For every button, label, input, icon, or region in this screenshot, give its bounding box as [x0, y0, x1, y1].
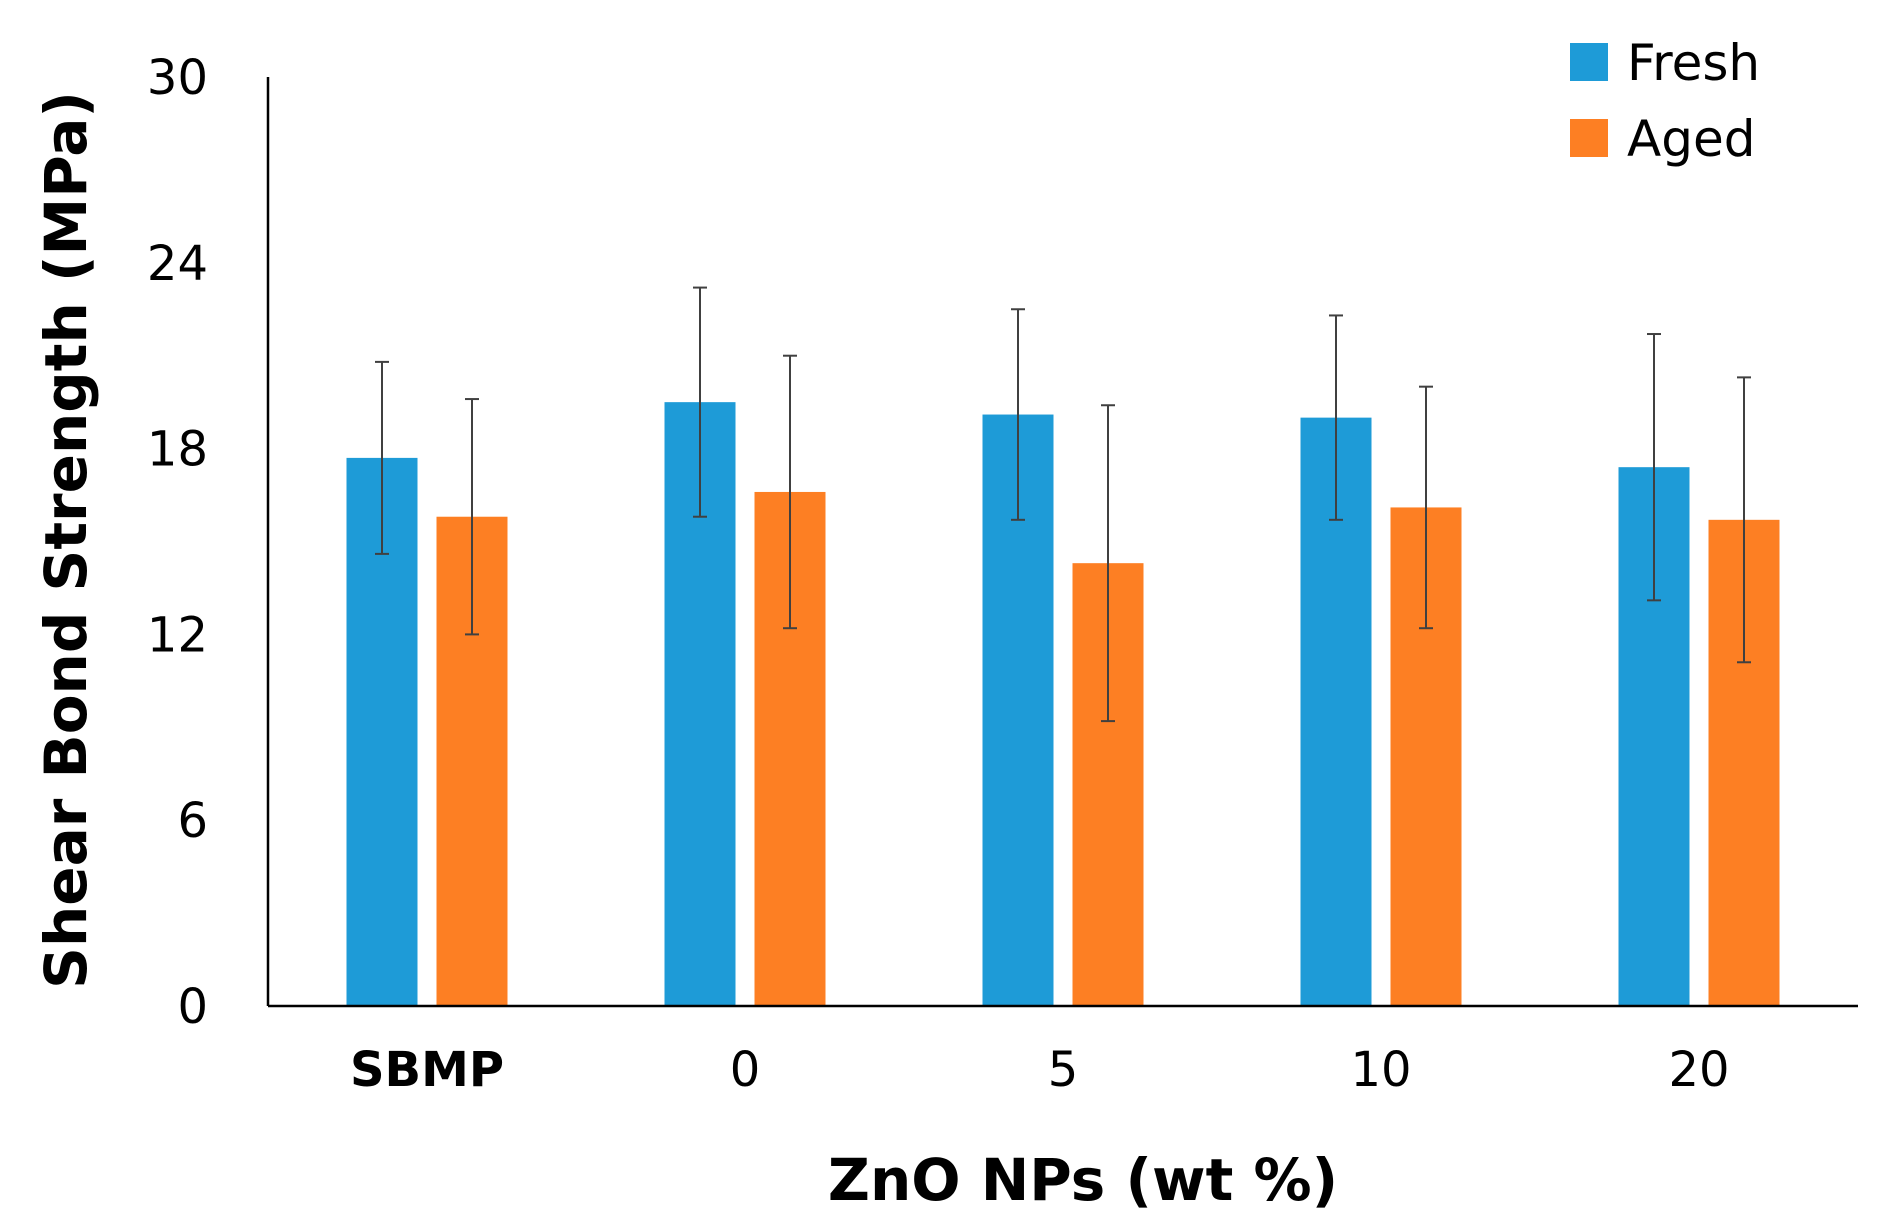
y-tick-label: 18	[147, 422, 208, 478]
legend-label-aged: Aged	[1627, 110, 1755, 168]
x-axis-category-labels: SBMP 0 5 10 20	[350, 1042, 1730, 1098]
bar-series	[346, 402, 1780, 1007]
legend: Fresh Aged	[1570, 34, 1760, 168]
error-bar-fresh	[1011, 308, 1025, 521]
error-bar-aged	[1419, 385, 1433, 630]
x-category-label: 10	[1350, 1042, 1411, 1098]
y-axis-title: Shear Bond Strength (MPa)	[32, 91, 100, 989]
error-bar-aged	[783, 354, 797, 630]
error-bar-fresh	[693, 286, 707, 518]
x-category-label: SBMP	[350, 1042, 504, 1098]
legend-swatch-aged	[1570, 119, 1608, 157]
x-category-label: 5	[1048, 1042, 1079, 1098]
error-bar-fresh	[1329, 314, 1343, 521]
error-bars	[375, 286, 1751, 723]
y-tick-label: 30	[147, 50, 208, 106]
error-bar-aged	[1737, 376, 1751, 664]
y-axis-ticks: 0 6 12 18 24 30	[147, 50, 208, 1035]
y-tick-label: 24	[147, 236, 208, 292]
x-category-label: 20	[1668, 1042, 1729, 1098]
error-bar-aged	[465, 398, 479, 636]
y-tick-label: 6	[177, 793, 208, 849]
error-bar-aged	[1101, 404, 1115, 723]
error-bar-fresh	[1647, 333, 1661, 602]
legend-swatch-fresh	[1570, 43, 1608, 81]
y-tick-label: 0	[177, 979, 208, 1035]
x-axis-title: ZnO NPs (wt %)	[828, 1146, 1338, 1214]
y-tick-label: 12	[147, 607, 208, 663]
legend-label-fresh: Fresh	[1627, 34, 1760, 92]
error-bar-fresh	[375, 360, 389, 555]
x-category-label: 0	[730, 1042, 761, 1098]
